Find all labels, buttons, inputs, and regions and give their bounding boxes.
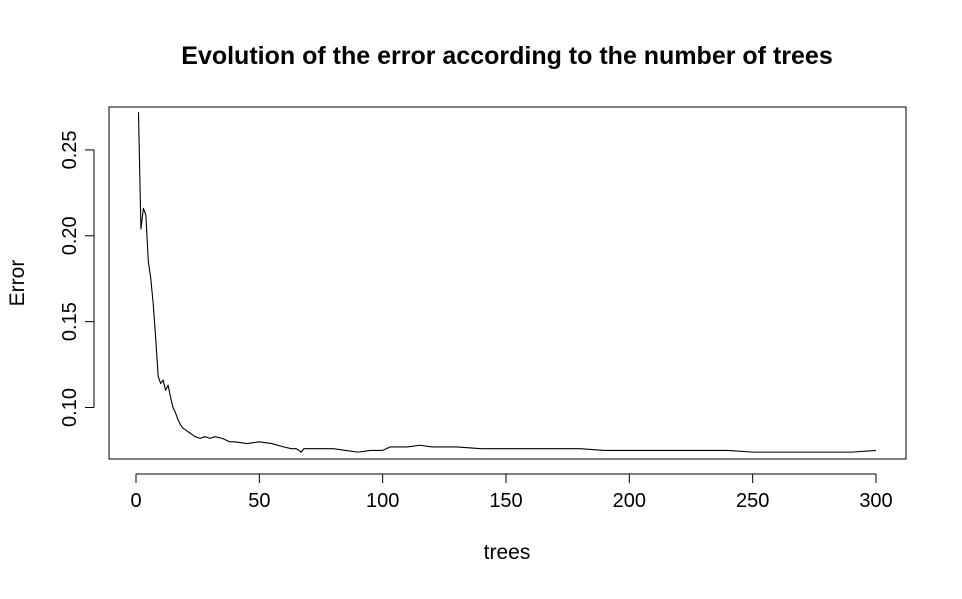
x-axis: 0 50 100 150 200 250 300 [130, 473, 893, 512]
x-tick-label: 300 [859, 490, 892, 512]
series-layer [137, 112, 877, 453]
x-tick-label: 200 [613, 490, 646, 512]
y-axis: 0.10 0.15 0.20 0.25 [59, 130, 95, 427]
x-tick-label: 50 [248, 490, 270, 512]
y-tick-label: 0.10 [59, 388, 81, 427]
error-series-line [137, 112, 877, 453]
x-tick-label: 250 [736, 490, 769, 512]
x-tick-label: 100 [366, 490, 399, 512]
x-axis-label: trees [484, 541, 531, 564]
y-tick-label: 0.15 [59, 302, 81, 341]
y-axis-label: Error [6, 260, 29, 307]
plot-frame [108, 106, 907, 460]
y-tick-label: 0.25 [59, 130, 81, 169]
chart-title: Evolution of the error according to the … [181, 42, 832, 70]
y-tick-label: 0.20 [59, 216, 81, 255]
x-tick-label: 150 [489, 490, 522, 512]
x-tick-label: 0 [130, 490, 141, 512]
